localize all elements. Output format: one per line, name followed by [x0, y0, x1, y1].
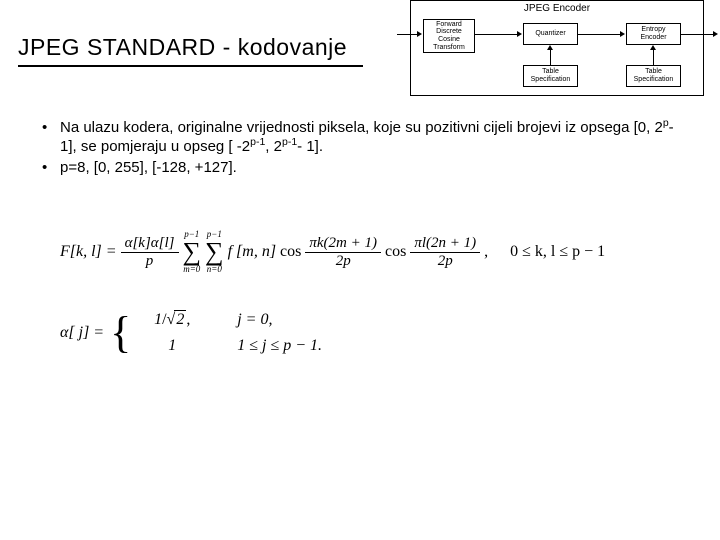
formula2-case1-val: 1/2,	[137, 310, 207, 329]
formula2-case2-val: 1	[137, 337, 207, 355]
formula1-comma: ,	[484, 243, 488, 261]
bullet-1-text-a: Na ulazu kodera, originalne vrijednosti …	[60, 119, 663, 136]
sum-m-bot: m=0	[183, 265, 200, 274]
bullet-1-sup-3: p-1	[282, 136, 297, 148]
arrow-input	[397, 34, 419, 35]
arrow-output	[681, 34, 715, 35]
box-fdct: Forward Discrete Cosine Transform	[423, 19, 475, 53]
formula2-case-1: 1/2, j = 0,	[137, 310, 322, 329]
formula-area: F[k, l] = α[k]α[l] p p−1 ∑ m=0 p−1 ∑ n=0…	[60, 230, 690, 355]
formula1-cos2: cos	[385, 243, 406, 261]
bullet-list: Na ulazu kodera, originalne vrijednosti …	[42, 118, 680, 180]
sum-over-n: p−1 ∑ n=0	[205, 230, 224, 274]
arrow-tspec2-up	[653, 50, 654, 65]
bullet-2: p=8, [0, 255], [-128, +127].	[42, 158, 680, 177]
slide-title: JPEG STANDARD - kodovanje	[18, 34, 363, 61]
bullet-1: Na ulazu kodera, originalne vrijednosti …	[42, 118, 680, 156]
arrow-fdct-quant-head	[517, 31, 522, 37]
formula1-frac-l-den: 2p	[434, 253, 457, 270]
slide-title-block: JPEG STANDARD - kodovanje	[18, 34, 363, 67]
jpeg-encoder-diagram: JPEG Encoder Forward Discrete Cosine Tra…	[410, 0, 704, 96]
bullet-1-sup-2: p-1	[250, 136, 265, 148]
formula2-cases: 1/2, j = 0, 1 1 ≤ j ≤ p − 1.	[137, 310, 322, 355]
formula1-frac-alpha: α[k]α[l] p	[121, 235, 179, 270]
case1-rad: 2	[174, 310, 186, 329]
formula2-case2-cond: 1 ≤ j ≤ p − 1.	[237, 337, 322, 355]
arrow-input-head	[417, 31, 422, 37]
sum-n-bot: n=0	[207, 265, 222, 274]
box-tablespec-1: Table Specification	[523, 65, 578, 87]
arrow-tspec2-up-head	[650, 45, 656, 50]
left-brace-icon: {	[110, 315, 131, 350]
formula1-cos1: cos	[280, 243, 301, 261]
box-tablespec-2: Table Specification	[626, 65, 681, 87]
sqrt-icon: 2	[167, 310, 187, 329]
arrow-output-head	[713, 31, 718, 37]
diagram-title: JPEG Encoder	[411, 3, 703, 14]
sigma-icon: ∑	[183, 239, 202, 265]
title-underline	[18, 65, 363, 67]
sigma-icon-2: ∑	[205, 239, 224, 265]
formula2-case-2: 1 1 ≤ j ≤ p − 1.	[137, 337, 322, 355]
formula1-frac-l: πl(2n + 1) 2p	[410, 235, 480, 270]
box-entropy: Entropy Encoder	[626, 23, 681, 45]
formula-dct: F[k, l] = α[k]α[l] p p−1 ∑ m=0 p−1 ∑ n=0…	[60, 230, 690, 274]
formula1-frac-k-num: πk(2m + 1)	[305, 235, 381, 252]
formula2-lhs: α[ j] =	[60, 324, 104, 342]
arrow-tspec1-up-head	[547, 45, 553, 50]
arrow-quant-entropy	[578, 34, 622, 35]
box-quantizer: Quantizer	[523, 23, 578, 45]
arrow-tspec1-up	[550, 50, 551, 65]
formula1-frac-k: πk(2m + 1) 2p	[305, 235, 381, 270]
bullet-1-text-c: , 2	[265, 138, 282, 155]
formula1-frac-l-num: πl(2n + 1)	[410, 235, 480, 252]
arrow-fdct-quant	[475, 34, 519, 35]
formula1-frac-k-den: 2p	[332, 253, 355, 270]
formula1-frac-alpha-den: p	[142, 253, 158, 270]
formula1-cond: 0 ≤ k, l ≤ p − 1	[510, 243, 605, 261]
formula1-frac-alpha-num: α[k]α[l]	[121, 235, 179, 252]
case1-num: 1	[154, 311, 162, 328]
formula2-case1-cond: j = 0,	[237, 311, 272, 329]
bullet-1-text-d: - 1].	[297, 138, 323, 155]
formula-alpha: α[ j] = { 1/2, j = 0, 1 1 ≤ j ≤ p − 1.	[60, 310, 690, 355]
arrow-quant-entropy-head	[620, 31, 625, 37]
sum-over-m: p−1 ∑ m=0	[183, 230, 202, 274]
formula1-lhs: F[k, l] =	[60, 243, 117, 261]
formula1-fmn: f [m, n]	[228, 243, 276, 261]
